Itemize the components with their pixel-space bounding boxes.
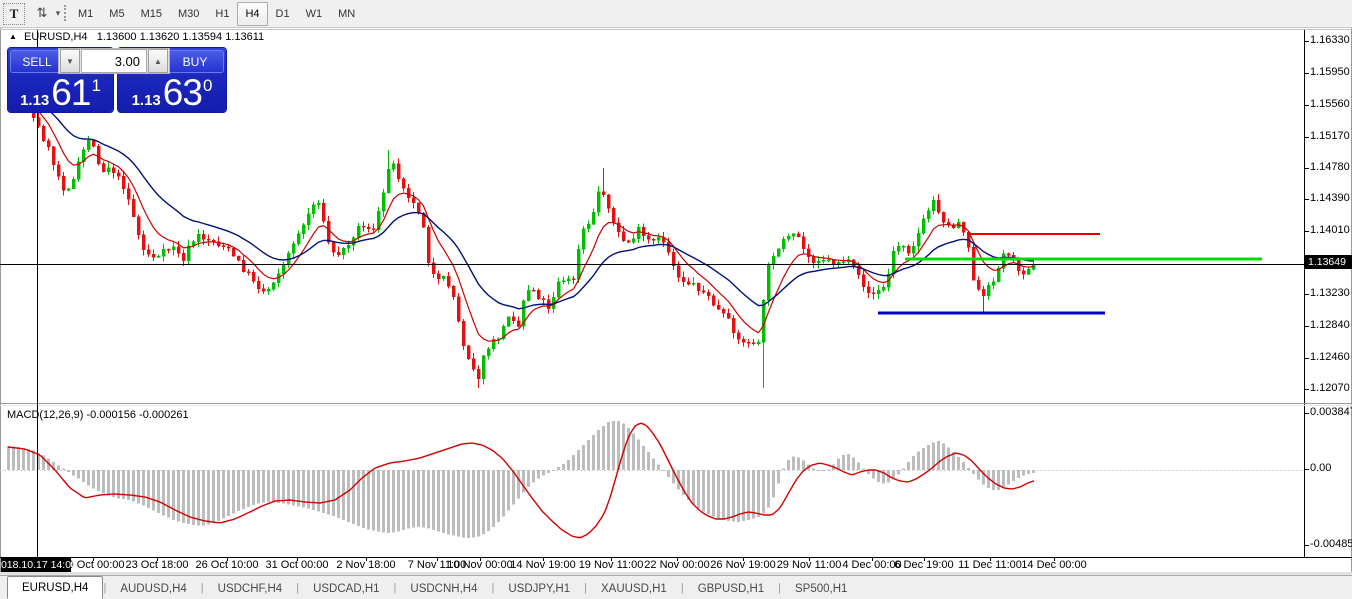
crosshair-price-badge: 1.13649 [1305,255,1352,269]
tab-usdcad-h1[interactable]: USDCAD,H1 [313,582,380,595]
arrows-tool-icon[interactable]: ⇅ [36,5,48,20]
sell-button[interactable]: SELL [10,50,64,73]
time-tick-label: 31 Oct 00:00 [265,559,329,571]
window-bottom-strip [0,572,1352,575]
chart-header: ▲ EURUSD,H4 1.13600 1.13620 1.13594 1.13… [9,31,264,43]
chart-symbol-title: EURUSD,H4 [23,31,88,43]
price-tick-label: 1.12460 [1310,351,1350,363]
time-tick-label: 19 Oct 00:00 [61,559,125,571]
sell-price-prefix: 1.13 [20,92,50,109]
sell-price-sup: 1 [91,76,101,95]
tab-sp500-h1[interactable]: SP500,H1 [795,582,848,595]
tab-xauusd-h1[interactable]: XAUUSD,H1 [601,582,667,595]
tab-separator: | [491,581,495,594]
time-tick-label: 6 Dec 19:00 [894,559,954,571]
time-tick-label: 2 Nov 18:00 [336,559,396,571]
tab-separator: | [393,581,397,594]
timeframe-button-h4[interactable]: H4 [237,2,268,26]
sell-price-big: 61 [51,72,91,113]
time-tick-label: 11 Dec 11:00 [958,559,1022,571]
volume-decrease-button[interactable]: ▼ [60,49,80,73]
macd-indicator-label: MACD(12,26,9) -0.000156 -0.000261 [7,409,189,421]
price-tick-label: 1.15170 [1310,130,1350,142]
price-tick-label: 1.15950 [1310,66,1350,78]
volume-increase-button[interactable]: ▲ [148,49,168,73]
toolbar-grip [64,5,66,21]
time-tick-label: 14 Dec 00:00 [1021,559,1087,571]
macd-tick-label: 0.003847 [1310,406,1352,418]
timeframe-button-w1[interactable]: W1 [305,8,323,20]
text-tool-icon[interactable]: T [3,3,25,25]
tab-eurusd-h4[interactable]: EURUSD,H4 [7,576,104,599]
price-tick-label: 1.14390 [1310,192,1350,204]
tab-usdjpy-h1[interactable]: USDJPY,H1 [508,582,571,595]
time-tick-label: 22 Nov 00:00 [644,559,710,571]
price-tick-label: 1.14780 [1310,161,1350,173]
timeframe-button-m30[interactable]: M30 [177,8,200,20]
chart-window[interactable] [0,27,1352,575]
price-tick-label: 1.16330 [1310,34,1350,46]
tab-separator: | [778,581,782,594]
tab-usdcnh-h4[interactable]: USDCNH,H4 [410,582,478,595]
arrows-dropdown-caret-icon[interactable]: ▾ [55,7,61,18]
crosshair-time-badge: 2018.10.17 14:00 [0,558,77,572]
sell-price: 1.13 61 1 [8,72,113,113]
timeframe-button-row: M1 M5 M15 M30 H1 H4 D1 W1 MN [70,2,363,26]
tab-separator: | [200,581,204,594]
one-click-trading-panel: 1.13 61 1 1.13 63 0 SELL BUY ▼ 3.00 ▲ [8,48,226,113]
chart-tab-strip: EURUSD,H4 | AUDUSD,H4 | USDCHF,H4 | USDCAD,H1 |… [7,576,861,599]
timeframe-button-h1[interactable]: H1 [215,8,230,20]
price-tick-label: 1.12840 [1310,319,1350,331]
volume-input[interactable]: 3.00 [81,49,147,73]
chart-ohlc-values: 1.13600 1.13620 1.13594 1.13611 [96,31,265,43]
tab-separator: | [584,581,587,594]
macd-tick-label: 0.00 [1310,462,1332,474]
tab-gbpusd-h1[interactable]: GBPUSD,H1 [697,582,765,595]
time-tick-label: 26 Oct 10:00 [195,559,259,571]
buy-price: 1.13 63 0 [118,72,226,113]
time-tick-label: 19 Nov 11:00 [578,559,644,571]
tab-audusd-h4[interactable]: AUDUSD,H4 [120,582,187,595]
top-toolbar: T ⇅ ▾ M1 M5 M15 M30 H1 H4 D1 W1 MN [0,0,1352,28]
macd-tick-label: -0.004856 [1310,538,1352,550]
price-tick-label: 1.14010 [1310,224,1350,236]
timeframe-button-d1[interactable]: D1 [275,8,290,20]
time-tick-label: 23 Oct 18:00 [125,559,189,571]
time-tick-label: 10 Nov 00:00 [447,559,513,571]
tab-separator: | [296,581,300,594]
time-tick-label: 7 Nov 11:00 [407,559,467,571]
timeframe-button-mn[interactable]: MN [338,8,356,20]
collapse-triangle-icon[interactable]: ▲ [9,32,17,41]
time-tick-label: 26 Nov 19:00 [710,559,776,571]
timeframe-button-m1[interactable]: M1 [78,8,94,20]
price-tick-label: 1.15560 [1310,98,1350,110]
timeframe-button-m5[interactable]: M5 [109,8,125,20]
time-tick-label: 29 Nov 11:00 [776,559,842,571]
buy-button[interactable]: BUY [166,50,224,73]
volume-stepper: ▼ 3.00 ▲ [58,48,170,74]
timeframe-button-m15[interactable]: M15 [140,8,162,20]
chart-tab-bar: EURUSD,H4 | AUDUSD,H4 | USDCHF,H4 | USDCAD,H1 |… [0,575,1352,599]
tab-separator: | [103,581,107,594]
buy-price-prefix: 1.13 [131,92,161,109]
tab-separator: | [680,581,684,594]
time-tick-label: 4 Dec 00:00 [842,559,902,571]
buy-price-big: 63 [162,72,203,113]
tab-usdchf-h4[interactable]: USDCHF,H4 [217,582,283,595]
price-tick-label: 1.12070 [1310,382,1350,394]
time-tick-label: 14 Nov 19:00 [510,559,576,571]
price-tick-label: 1.13230 [1310,287,1350,299]
buy-price-sup: 0 [202,76,213,95]
